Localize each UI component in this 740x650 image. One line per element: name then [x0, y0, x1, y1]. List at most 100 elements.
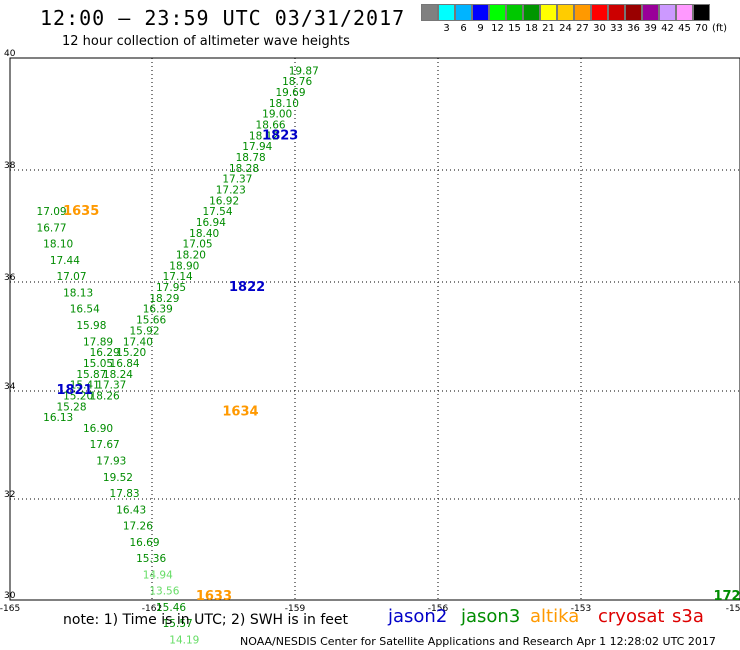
wave-height-value: 17.14: [163, 271, 193, 283]
legend-label: 18: [525, 23, 538, 34]
wave-height-value: 17.05: [183, 239, 213, 251]
wave-height-value: 16.92: [209, 195, 239, 207]
wave-height-value: 17.54: [202, 206, 232, 218]
wave-height-value: 16.54: [70, 304, 100, 316]
wave-height-value: 15.98: [76, 320, 106, 332]
wave-height-value: 14.19: [169, 634, 199, 646]
wave-height-value: 14.94: [143, 569, 173, 581]
wave-height-value: 15.41: [70, 380, 100, 392]
wave-height-value: 17.40: [123, 336, 153, 348]
legend-label: 42: [661, 23, 674, 34]
y-tick-label: 40: [4, 49, 16, 59]
legend-unit: (ft): [712, 23, 728, 34]
wave-height-value: 17.44: [50, 255, 80, 267]
legend-label: 12: [491, 23, 504, 34]
wave-height-value: 16.39: [143, 304, 173, 316]
wave-height-value: 18.40: [189, 228, 219, 240]
wave-height-value: 15.92: [129, 325, 159, 337]
x-tick-label: -154: [726, 604, 740, 614]
legend-swatch: [421, 4, 438, 21]
legend-label: 27: [576, 23, 589, 34]
legend-label: 45: [678, 23, 691, 34]
pass-time-label: 1634: [222, 405, 258, 420]
satellite-s3a: s3a: [672, 606, 704, 627]
legend-label: 6: [460, 23, 467, 34]
wave-height-value: 18.12: [249, 130, 279, 142]
wave-height-value: 17.26: [123, 521, 153, 533]
pass-time-label: 1821: [56, 383, 92, 398]
wave-height-value: 17.09: [37, 206, 67, 218]
pass-time-label: 1633: [196, 589, 232, 604]
legend-swatch: [625, 4, 642, 21]
legend-label: 15: [508, 23, 521, 34]
wave-height-value: 16.29: [90, 347, 120, 359]
wave-height-value: 15.28: [56, 401, 86, 413]
wave-height-value: 17.23: [216, 185, 246, 197]
wave-height-value: 18.24: [103, 369, 133, 381]
legend-swatch: [472, 4, 489, 21]
page-title: 12:00 — 23:59 UTC 03/31/2017: [40, 6, 406, 30]
y-tick-label: 36: [4, 273, 16, 283]
legend-swatch: [659, 4, 676, 21]
wave-height-value: 18.10: [269, 98, 299, 110]
legend-label: 9: [477, 23, 484, 34]
wave-height-value: 15.46: [156, 602, 186, 614]
wave-height-value: 16.13: [43, 412, 73, 424]
wave-height-value: 17.37: [222, 174, 252, 186]
legend-swatch: [438, 4, 455, 21]
wave-height-value: 18.66: [256, 119, 286, 131]
wave-height-value: 17.94: [242, 141, 272, 153]
x-tick-label: -156: [428, 604, 449, 614]
legend-swatch: [574, 4, 591, 21]
wave-height-value: 18.26: [90, 390, 120, 402]
satellite-cryosat: cryosat: [598, 606, 665, 627]
legend-label: 21: [542, 23, 555, 34]
plot-frame: [9, 57, 740, 601]
wave-height-value: 18.10: [43, 239, 73, 251]
wave-height-value: 15.20: [63, 390, 93, 402]
wave-height-value: 15.87: [76, 369, 106, 381]
wave-height-value: 16.94: [196, 217, 226, 229]
wave-height-value: 18.76: [282, 76, 312, 88]
legend-swatch: [523, 4, 540, 21]
wave-height-value: 17.83: [110, 488, 140, 500]
legend-label: 24: [559, 23, 572, 34]
wave-height-value: 16.84: [110, 358, 140, 370]
legend-label: 70: [695, 23, 708, 34]
wave-height-value: 19.87: [289, 65, 319, 77]
legend-swatch: [506, 4, 523, 21]
satellite-jason3: jason3: [461, 606, 521, 627]
wave-height-value: 19.52: [103, 472, 133, 484]
wave-height-value: 16.90: [83, 423, 113, 435]
wave-height-value: 17.07: [56, 271, 86, 283]
pass-time-label: 1823: [262, 128, 298, 143]
wave-height-value: 17.37: [96, 380, 126, 392]
y-tick-label: 32: [4, 490, 15, 500]
x-tick-label: -165: [0, 604, 20, 614]
y-tick-label: 34: [4, 382, 16, 392]
satellite-jason2: jason2: [388, 606, 448, 627]
y-tick-label: 38: [4, 161, 16, 171]
legend-label: 39: [644, 23, 657, 34]
legend-label: 33: [610, 23, 623, 34]
wave-height-value: 18.78: [236, 152, 266, 164]
legend-swatch: [489, 4, 506, 21]
pass-time-label: 1822: [229, 280, 265, 295]
legend-label: 36: [627, 23, 640, 34]
legend-label: 30: [593, 23, 606, 34]
wave-height-value: 17.89: [83, 336, 113, 348]
wave-height-value: 17.67: [90, 439, 120, 451]
wave-height-value: 15.36: [136, 553, 166, 565]
page-subtitle: 12 hour collection of altimeter wave hei…: [62, 34, 350, 49]
legend-swatch: [557, 4, 574, 21]
wave-height-value: 15.66: [136, 315, 166, 327]
wave-height-value: 18.13: [63, 287, 93, 299]
legend-swatch: [693, 4, 710, 21]
wave-height-value: 15.20: [116, 347, 146, 359]
wave-height-value: 16.43: [116, 504, 146, 516]
wave-height-value: 18.28: [229, 163, 259, 175]
legend-swatch: [540, 4, 557, 21]
x-tick-label: -159: [285, 604, 306, 614]
wave-height-value: 18.90: [169, 260, 199, 272]
